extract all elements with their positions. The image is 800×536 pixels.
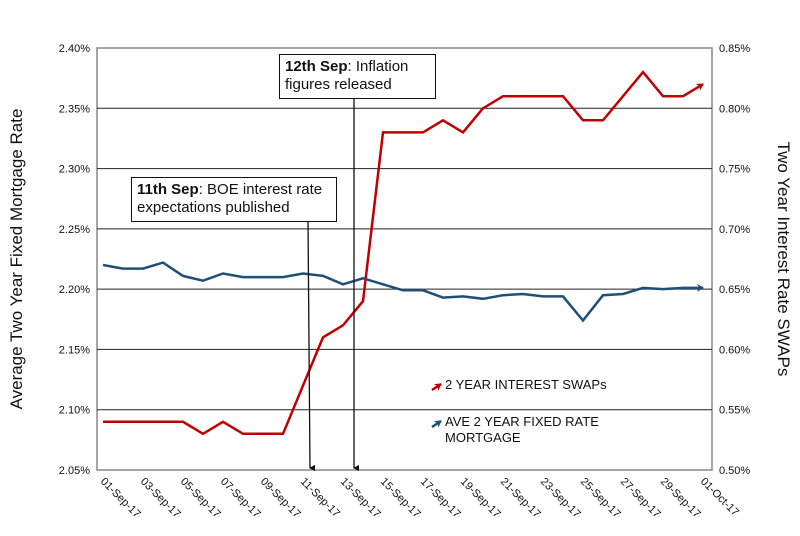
y-tick-label-right: 0.75% [719,164,750,176]
y-tick-label-right: 0.70% [719,224,750,236]
x-tick-label: 09-Sep-17 [258,476,303,521]
y-tick-label-right: 0.65% [719,284,750,296]
y-tick-label-right: 0.55% [719,405,750,417]
x-tick-label: 07-Sep-17 [218,476,263,521]
y-tick-label-right: 0.60% [719,344,750,356]
legend-swaps: 2 YEAR INTEREST SWAPs [445,377,607,392]
y-tick-label-right: 0.80% [719,103,750,115]
y-tick-label-left: 2.05% [59,465,90,477]
annotation-arrow-boe [307,221,316,471]
y-tick-label-left: 2.40% [59,43,90,55]
x-tick-label: 01-Oct-17 [698,476,741,519]
x-tick-label: 25-Sep-17 [578,476,623,521]
x-tick-label: 21-Sep-17 [498,476,543,521]
swaps-line [103,70,704,436]
y-tick-label-right: 0.50% [719,465,750,477]
x-tick-label: 17-Sep-17 [418,476,463,521]
y-tick-label-left: 2.10% [59,405,90,417]
x-tick-label: 23-Sep-17 [538,476,583,521]
y-tick-label-left: 2.15% [59,344,90,356]
annotation-boe: 11th Sep: BOE interest rate expectations… [131,177,337,222]
y-tick-label-left: 2.30% [59,164,90,176]
x-tick-label: 03-Sep-17 [138,476,183,521]
y-axis-label-right: Two Year Interest Rate SWAPs [774,142,793,377]
x-tick-label: 13-Sep-17 [338,476,383,521]
y-tick-label-right: 0.85% [719,43,750,55]
x-tick-label: 27-Sep-17 [618,476,663,521]
x-tick-label: 19-Sep-17 [458,476,503,521]
y-axis-label-left: Average Two Year Fixed Mortgage Rate [7,109,26,410]
legend-arrow-icon [431,382,442,392]
legend-arrow-icon [431,419,442,429]
x-tick-label: 01-Sep-17 [98,476,143,521]
y-tick-label-left: 2.20% [59,284,90,296]
legend-mortgage: AVE 2 YEAR FIXED RATE MORTGAGE [445,414,599,445]
x-tick-label: 29-Sep-17 [658,476,703,521]
x-tick-label: 15-Sep-17 [378,476,423,521]
mortgage-line [102,261,704,323]
y-tick-label-left: 2.25% [59,224,90,236]
annotation-inflation: 12th Sep: Inflation figures released [279,54,436,99]
y-tick-label-left: 2.35% [59,103,90,115]
x-tick-label: 05-Sep-17 [178,476,223,521]
x-tick-label: 11-Sep-17 [298,476,342,520]
plot-frame [96,47,713,471]
